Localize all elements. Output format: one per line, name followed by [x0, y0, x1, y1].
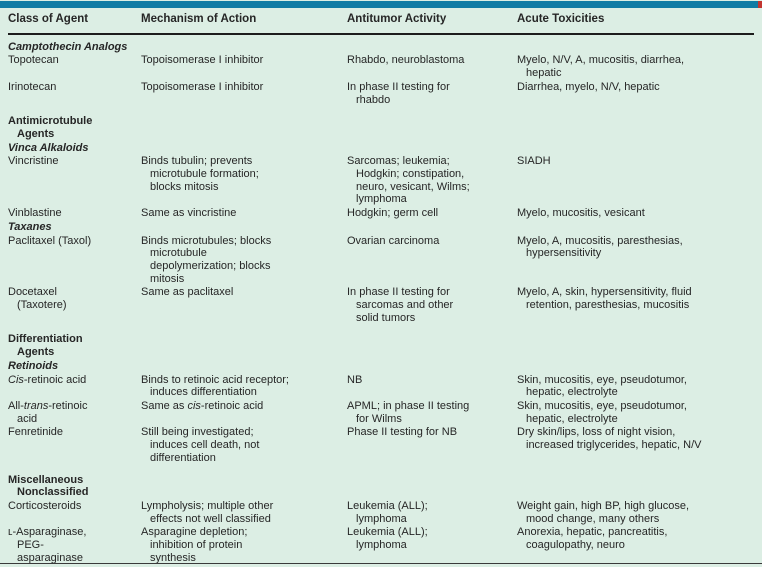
activity-cell: Hodgkin; germ cell — [347, 207, 439, 220]
section-row: Vinca Alkaloids — [8, 142, 754, 155]
activity-cell: Leukemia (ALL); lymphoma — [347, 499, 428, 525]
section-label: Differentiation Agents — [8, 333, 83, 359]
agent-cell: Docetaxel (Taxotere) — [8, 286, 67, 312]
table-body: Camptothecin Analogs Topotecan Topoisomera… — [8, 35, 754, 565]
section-label: Antimicrotubule Agents — [8, 115, 93, 140]
agent-cell: Topotecan — [8, 54, 59, 67]
agent-cell: Irinotecan — [8, 80, 57, 93]
drug-row: Vincristine Binds tubulin; prevents micro… — [8, 155, 754, 206]
section-label: Retinoids — [8, 359, 59, 372]
drug-row: Irinotecan Topoisomerase I inhibitor In ph… — [8, 81, 754, 106]
agent-cell: Fenretinide — [8, 426, 64, 439]
activity-cell: Ovarian carcinoma — [347, 234, 440, 247]
mechanism-cell: Binds to retinoic acid receptor; induces… — [141, 373, 289, 399]
header-antitumor-activity: Antitumor Activity — [347, 13, 447, 25]
agent-cell: Cis-retinoic acid — [8, 373, 87, 386]
drug-row: Cis-retinoic acid Binds to retinoic acid … — [8, 374, 754, 399]
mechanism-cell: Topoisomerase I inhibitor — [141, 80, 264, 93]
header-class-of-agent: Class of Agent — [8, 13, 89, 25]
agent-cell: Vincristine — [8, 155, 59, 168]
toxicities-cell: Myelo, N/V, A, mucositis, diarrhea, hepa… — [517, 54, 685, 80]
section-label: Vinca Alkaloids — [8, 141, 89, 154]
toxicities-cell: Skin, mucositis, eye, pseudotumor, hepat… — [517, 399, 687, 425]
toxicities-cell: SIADH — [517, 155, 551, 168]
activity-cell: In phase II testing for sarcomas and oth… — [347, 286, 454, 324]
red-accent-tick — [758, 1, 762, 8]
toxicities-cell: Skin, mucositis, eye, pseudotumor, hepat… — [517, 373, 687, 399]
agent-cell: Paclitaxel (Taxol) — [8, 234, 92, 247]
drug-row: ʟ-Asparaginase, PEG- asparaginase Asparag… — [8, 526, 754, 564]
drug-row: Docetaxel (Taxotere) Same as paclitaxel In… — [8, 286, 754, 324]
drug-row: Paclitaxel (Taxol) Binds microtubules; bl… — [8, 235, 754, 286]
mechanism-cell: Binds microtubules; blocks microtubule d… — [141, 234, 272, 285]
activity-cell: NB — [347, 373, 363, 386]
drug-row: Fenretinide Still being investigated; ind… — [8, 426, 754, 464]
mechanism-cell: Topoisomerase I inhibitor — [141, 54, 264, 67]
drug-row: All-trans-retinoic acid Same as cis-retin… — [8, 400, 754, 425]
header-mechanism-of-action: Mechanism of Action — [141, 13, 257, 25]
top-accent-bar — [0, 1, 762, 8]
mechanism-cell: Same as paclitaxel — [141, 286, 234, 299]
drug-row: Corticosteroids Lympholysis; multiple oth… — [8, 500, 754, 525]
agent-cell: Corticosteroids — [8, 499, 82, 512]
section-row: Taxanes — [8, 221, 754, 234]
drug-row: Topotecan Topoisomerase I inhibitor Rhabdo… — [8, 54, 754, 79]
section-row: Antimicrotubule Agents — [8, 115, 754, 140]
section-label: Miscellaneous Nonclassified — [8, 473, 89, 499]
activity-cell: Phase II testing for NB — [347, 426, 458, 439]
section-row: Retinoids — [8, 360, 754, 373]
bottom-rule — [0, 563, 762, 564]
activity-cell: Leukemia (ALL); lymphoma — [347, 526, 428, 552]
section-label: Taxanes — [8, 220, 52, 233]
agent-cell: ʟ-Asparaginase, PEG- asparaginase — [8, 526, 87, 564]
activity-cell: APML; in phase II testing for Wilms — [347, 399, 470, 425]
mechanism-cell: Asparagine depletion; inhibition of prot… — [141, 526, 248, 564]
section-row: Miscellaneous Nonclassified — [8, 474, 754, 499]
toxicities-cell: Myelo, mucositis, vesicant — [517, 207, 645, 220]
mechanism-cell: Same as cis-retinoic acid — [141, 399, 264, 412]
toxicities-cell: Weight gain, high BP, high glucose, mood… — [517, 499, 690, 525]
section-label: Camptothecin Analogs — [8, 40, 128, 53]
section-row: Differentiation Agents — [8, 333, 754, 358]
toxicities-cell: Myelo, A, skin, hypersensitivity, fluid … — [517, 286, 692, 312]
drug-row: Vinblastine Same as vincristine Hodgkin; g… — [8, 207, 754, 220]
toxicities-cell: Myelo, A, mucositis, paresthesias, hyper… — [517, 234, 683, 260]
activity-cell: Rhabdo, neuroblastoma — [347, 54, 465, 67]
header-acute-toxicities: Acute Toxicities — [517, 13, 605, 25]
activity-cell: In phase II testing for rhabdo — [347, 80, 450, 106]
table-header-row: Class of Agent Mechanism of Action Antit… — [8, 13, 754, 35]
agent-cell: Vinblastine — [8, 207, 62, 220]
toxicities-cell: Anorexia, hepatic, pancreatitis, coagulo… — [517, 526, 668, 552]
mechanism-cell: Binds tubulin; prevents microtubule form… — [141, 155, 259, 193]
mechanism-cell: Still being investigated; induces cell d… — [141, 426, 260, 464]
agent-cell: All-trans-retinoic acid — [8, 399, 88, 425]
mechanism-cell: Lympholysis; multiple other effects not … — [141, 499, 274, 525]
section-row: Camptothecin Analogs — [8, 41, 754, 54]
activity-cell: Sarcomas; leukemia; Hodgkin; constipatio… — [347, 155, 470, 206]
mechanism-cell: Same as vincristine — [141, 207, 237, 220]
toxicities-cell: Diarrhea, myelo, N/V, hepatic — [517, 80, 660, 93]
toxicities-cell: Dry skin/lips, loss of night vision, inc… — [517, 426, 702, 452]
